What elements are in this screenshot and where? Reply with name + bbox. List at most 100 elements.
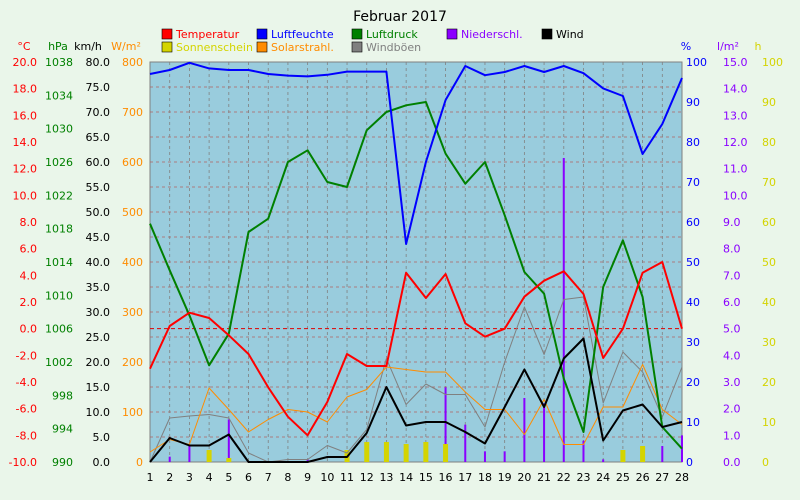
tick-label-c: 6.0 (20, 243, 38, 256)
legend-item-solarstrahl: Solarstrahl. (256, 41, 334, 54)
tick-label-c: 0.0 (20, 323, 38, 336)
x-tick-label: 6 (245, 471, 252, 484)
bar-niederschl (306, 459, 309, 462)
tick-label-hpa: 1034 (45, 89, 73, 102)
tick-label-l-m: 6.0 (723, 296, 741, 309)
tick-label-l-m: 12.0 (723, 136, 748, 149)
bar-niederschl (661, 446, 664, 462)
tick-label-hpa: 1006 (45, 323, 73, 336)
x-tick-label: 7 (265, 471, 272, 484)
x-tick-label: 11 (340, 471, 354, 484)
x-axis-ticks: 1 2 3 4 5 6 7 8 9 10 11 12 13 14 15 16 17 18 19 20 21 22 23 24 2… (147, 471, 690, 484)
plot-grid (150, 62, 682, 462)
line-temperatur (149, 261, 683, 437)
tick-label-hpa: 1014 (45, 256, 73, 269)
tick-label-c: 16.0 (13, 109, 38, 122)
tick-label-km-h: 30.0 (86, 306, 111, 319)
x-tick-label: 19 (498, 471, 512, 484)
right-axis-ticks: 100908070605040302010015.014.013.012.011… (686, 56, 783, 469)
bar-sonnenschein (620, 450, 626, 462)
tick-label-h: 80 (762, 136, 776, 149)
line-solarstrahl (149, 364, 683, 453)
legend-item-luftdruck: Luftdruck (351, 28, 418, 41)
bar-sonnenschein (403, 444, 409, 462)
tick-label-h: 20 (762, 376, 776, 389)
tick-label-h: 30 (762, 336, 776, 349)
tick-label-l-m: 13.0 (723, 109, 748, 122)
tick-label-l-m: 14.0 (723, 83, 748, 96)
tick-label-l-m: 7.0 (723, 269, 741, 282)
tick-label-: 10 (686, 416, 700, 429)
tick-label-km-h: 75.0 (86, 81, 111, 94)
legend-swatch-luftfeuchte (256, 28, 268, 40)
line-wind (149, 337, 683, 463)
tick-label-: 100 (686, 56, 707, 69)
tick-label-km-h: 70.0 (86, 106, 111, 119)
tick-label-hpa: 990 (52, 456, 73, 469)
tick-label-km-h: 10.0 (86, 406, 111, 419)
line-luftdruck (149, 101, 683, 450)
tick-label-c: 20.0 (13, 56, 38, 69)
tick-label-km-h: 50.0 (86, 206, 111, 219)
tick-label-w-m: 600 (122, 156, 143, 169)
tick-label-c: 18.0 (13, 83, 38, 96)
tick-label-h: 0 (762, 456, 769, 469)
tick-label-l-m: 2.0 (723, 403, 741, 416)
tick-label-hpa: 1030 (45, 123, 73, 136)
legend-label-solarstrahl: Solarstrahl. (271, 41, 334, 54)
tick-label-km-h: 5.0 (93, 431, 111, 444)
x-tick-label: 10 (320, 471, 334, 484)
tick-label-: 40 (686, 296, 700, 309)
axis-unit-w-m: W/m² (111, 40, 141, 53)
legend-swatch-windb-en (351, 41, 363, 53)
legend-swatch-solarstrahl (256, 41, 268, 53)
tick-label-l-m: 15.0 (723, 56, 748, 69)
tick-label-l-m: 4.0 (723, 349, 741, 362)
bar-niederschl (483, 451, 486, 462)
axis-unit-hpa: hPa (48, 40, 68, 53)
bar-sonnenschein (443, 444, 449, 462)
line-luftfeuchte (149, 61, 683, 245)
x-tick-label: 22 (557, 471, 571, 484)
x-tick-label: 1 (147, 471, 154, 484)
x-tick-label: 26 (636, 471, 650, 484)
tick-label-h: 10 (762, 416, 776, 429)
legend-item-wind: Wind (541, 28, 584, 41)
bar-niederschl (188, 446, 191, 462)
tick-label-h: 50 (762, 256, 776, 269)
x-tick-label: 5 (225, 471, 232, 484)
tick-label-: 60 (686, 216, 700, 229)
tick-label-: 80 (686, 136, 700, 149)
tick-label-h: 40 (762, 296, 776, 309)
tick-label-l-m: 0.0 (723, 456, 741, 469)
x-tick-label: 27 (655, 471, 669, 484)
axis-unit-: % (681, 40, 691, 53)
x-tick-label: 8 (284, 471, 291, 484)
bar-sonnenschein (383, 442, 389, 462)
x-tick-label: 15 (419, 471, 433, 484)
tick-label-c: -2.0 (16, 349, 37, 362)
tick-label-c: 14.0 (13, 136, 38, 149)
tick-label-km-h: 45.0 (86, 231, 111, 244)
tick-label-h: 90 (762, 96, 776, 109)
legend-label-wind: Wind (556, 28, 584, 41)
tick-label-w-m: 300 (122, 306, 143, 319)
tick-label-: 50 (686, 256, 700, 269)
tick-label-c: 10.0 (13, 189, 38, 202)
tick-label-c: -8.0 (16, 429, 37, 442)
tick-label-km-h: 65.0 (86, 131, 111, 144)
tick-label-c: -10.0 (9, 456, 37, 469)
x-tick-label: 9 (304, 471, 311, 484)
tick-label-w-m: 800 (122, 56, 143, 69)
tick-label-c: 8.0 (20, 216, 38, 229)
x-tick-label: 18 (478, 471, 492, 484)
x-tick-label: 21 (537, 471, 551, 484)
tick-label-: 30 (686, 336, 700, 349)
tick-label-c: 4.0 (20, 269, 38, 282)
x-tick-label: 12 (360, 471, 374, 484)
tick-label-hpa: 1022 (45, 189, 73, 202)
tick-label-w-m: 400 (122, 256, 143, 269)
bar-niederschl (562, 158, 565, 462)
tick-label-km-h: 20.0 (86, 356, 111, 369)
legend-label-temperatur: Temperatur (175, 28, 240, 41)
